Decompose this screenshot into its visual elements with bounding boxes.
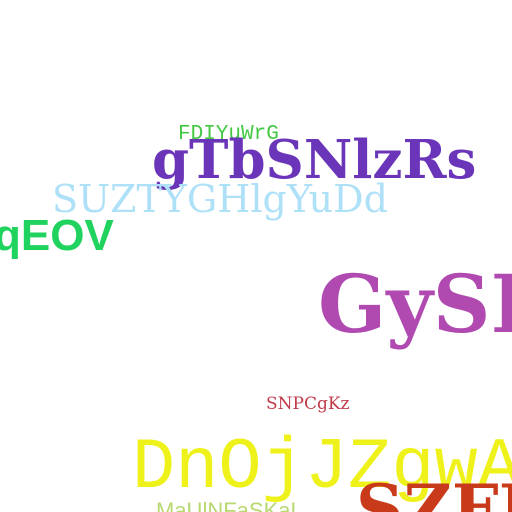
word-gtbsnlzrs: gTbSNlzRs [152, 129, 477, 191]
word-snpcgkz: SNPCgKz [266, 394, 350, 414]
word-szfb: SZFB [356, 470, 512, 512]
word-maulnfaskal: MaUlNFaSKaL [156, 498, 303, 512]
word-gysil: GySIl [318, 257, 512, 351]
word-suztyghlgyudd: SUZTYGHlgYuDd [52, 177, 388, 221]
word-dnojjzgwa: DnOjJZgwA [132, 427, 512, 509]
word-qeov: qEOV [0, 211, 114, 260]
word-fdiyuwrg: FDIYuWrG [178, 123, 279, 146]
